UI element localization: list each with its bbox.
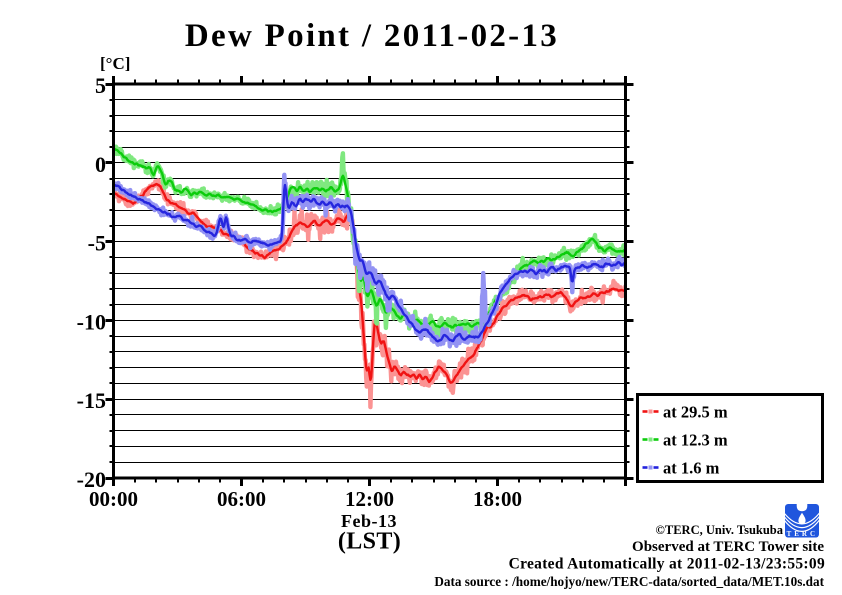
svg-text:Created Automatically at 2011-: Created Automatically at 2011-02-13/23:5…	[509, 556, 825, 573]
svg-text:TERC: TERC	[787, 530, 818, 538]
svg-text:Dew Point / 2011-02-13: Dew Point / 2011-02-13	[185, 18, 559, 54]
svg-text:18:00: 18:00	[473, 487, 522, 511]
svg-text:at 12.3 m: at 12.3 m	[663, 431, 728, 450]
svg-text:[°C]: [°C]	[100, 54, 130, 73]
svg-text:-20: -20	[77, 467, 106, 492]
svg-text:0: 0	[95, 152, 106, 177]
svg-text:-15: -15	[77, 388, 106, 413]
svg-text:Feb-13: Feb-13	[341, 511, 397, 531]
svg-text:(LST): (LST)	[338, 529, 401, 555]
svg-text:-10: -10	[77, 309, 106, 334]
svg-text:at 1.6 m: at 1.6 m	[663, 459, 720, 478]
svg-text:12:00: 12:00	[345, 487, 394, 511]
svg-text:Data source : /home/hojyo/new/: Data source : /home/hojyo/new/TERC-data/…	[434, 574, 824, 589]
svg-text:5: 5	[95, 73, 106, 98]
svg-text:at 29.5 m: at 29.5 m	[663, 403, 728, 422]
svg-text:06:00: 06:00	[217, 487, 266, 511]
svg-text:00:00: 00:00	[89, 487, 138, 511]
svg-text:©TERC, Univ. Tsukuba: ©TERC, Univ. Tsukuba	[656, 523, 784, 537]
svg-text:Observed at TERC Tower site: Observed at TERC Tower site	[632, 539, 824, 555]
svg-text:-5: -5	[88, 231, 106, 256]
